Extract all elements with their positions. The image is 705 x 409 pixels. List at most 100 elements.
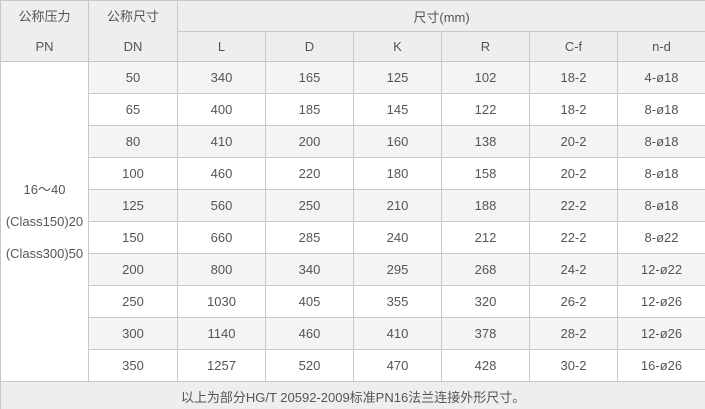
- cell-cf: 18-2: [529, 61, 618, 94]
- cell-r: 138: [441, 125, 530, 158]
- footer-note: 以上为部分HG/T 20592-2009标准PN16法兰连接外形尺寸。: [0, 381, 705, 409]
- cell-nd: 12-ø26: [616, 317, 705, 350]
- cell-cf: 20-2: [529, 157, 618, 190]
- header-nominal-pressure-cn: 公称压力: [18, 8, 71, 24]
- table-row: 350 1257 520 470 428 30-2 16-ø26: [1, 349, 705, 382]
- table-row: 300 1140 460 410 378 28-2 12-ø26: [1, 317, 705, 350]
- cell-l: 410: [177, 125, 266, 158]
- header-row-group: 公称压力 PN 公称尺寸 DN 尺寸(mm): [0, 0, 705, 62]
- cell-k: 240: [353, 221, 442, 254]
- header-col-L: L: [177, 31, 266, 62]
- cell-r: 320: [441, 285, 530, 318]
- cell-d: 520: [265, 349, 354, 382]
- cell-cf: 26-2: [529, 285, 618, 318]
- cell-l: 1030: [177, 285, 266, 318]
- table-row: 80 410 200 160 138 20-2 8-ø18: [1, 125, 705, 158]
- header-row-columns: L D K R C-f n-d: [1, 31, 705, 62]
- cell-cf: 20-2: [529, 125, 618, 158]
- cell-k: 410: [353, 317, 442, 350]
- cell-cf: 30-2: [529, 349, 618, 382]
- header-col-Cf: C-f: [529, 31, 618, 62]
- header-nominal-size-dn: DN: [123, 38, 143, 54]
- table-row: 16～40 (Class150)20 (Class300)50 50 340 1…: [0, 61, 705, 382]
- cell-l: 800: [177, 253, 266, 286]
- header-col-R: R: [441, 31, 530, 62]
- pressure-class150: (Class150)20: [5, 213, 84, 229]
- header-col-D: D: [265, 31, 354, 62]
- cell-nd: 16-ø26: [616, 349, 705, 382]
- cell-r: 188: [441, 189, 530, 222]
- cell-l: 560: [177, 189, 266, 222]
- cell-l: 340: [177, 61, 266, 94]
- cell-nd: 8-ø18: [616, 157, 705, 190]
- header-nominal-pressure-pn: PN: [35, 38, 54, 54]
- header-nominal-pressure: 公称压力 PN: [0, 0, 89, 62]
- table-row: 200 800 340 295 268 24-2 12-ø22: [1, 253, 705, 286]
- cell-d: 285: [265, 221, 354, 254]
- cell-r: 378: [441, 317, 530, 350]
- cell-l: 1257: [177, 349, 266, 382]
- pressure-class300: (Class300)50: [5, 245, 84, 261]
- cell-dn: 150: [88, 221, 178, 254]
- cell-d: 165: [265, 61, 354, 94]
- cell-dn: 50: [88, 61, 178, 94]
- cell-nd: 12-ø22: [616, 253, 705, 286]
- cell-l: 400: [177, 93, 266, 126]
- cell-d: 340: [265, 253, 354, 286]
- cell-dn: 100: [88, 157, 178, 190]
- cell-k: 180: [353, 157, 442, 190]
- cell-k: 355: [353, 285, 442, 318]
- header-dimensions-group: 尺寸(mm): [176, 0, 705, 32]
- cell-nd: 8-ø18: [616, 125, 705, 158]
- cell-nd: 8-ø18: [616, 189, 705, 222]
- cell-d: 200: [265, 125, 354, 158]
- table-row: 125 560 250 210 188 22-2 8-ø18: [1, 189, 705, 222]
- cell-k: 125: [353, 61, 442, 94]
- table-row: 100 460 220 180 158 20-2 8-ø18: [1, 157, 705, 190]
- header-col-nd: n-d: [616, 31, 705, 62]
- cell-k: 210: [353, 189, 442, 222]
- cell-dn: 65: [88, 93, 178, 126]
- cell-cf: 24-2: [529, 253, 618, 286]
- pressure-value-cell: 16～40 (Class150)20 (Class300)50: [0, 61, 89, 382]
- cell-k: 145: [353, 93, 442, 126]
- cell-d: 220: [265, 157, 354, 190]
- cell-k: 470: [353, 349, 442, 382]
- cell-cf: 28-2: [529, 317, 618, 350]
- cell-dn: 125: [88, 189, 178, 222]
- cell-r: 428: [441, 349, 530, 382]
- cell-dn: 80: [88, 125, 178, 158]
- header-col-K: K: [353, 31, 442, 62]
- cell-r: 122: [441, 93, 530, 126]
- table-row: 65 400 185 145 122 18-2 8-ø18: [1, 93, 705, 126]
- cell-dn: 250: [88, 285, 178, 318]
- cell-nd: 8-ø18: [616, 93, 705, 126]
- cell-r: 158: [441, 157, 530, 190]
- cell-k: 160: [353, 125, 442, 158]
- cell-cf: 22-2: [529, 221, 618, 254]
- table-row: 250 1030 405 355 320 26-2 12-ø26: [1, 285, 705, 318]
- header-nominal-size-cn: 公称尺寸: [106, 8, 159, 24]
- cell-dn: 350: [88, 349, 178, 382]
- cell-nd: 12-ø26: [616, 285, 705, 318]
- cell-d: 185: [265, 93, 354, 126]
- cell-r: 212: [441, 221, 530, 254]
- cell-d: 460: [265, 317, 354, 350]
- cell-dn: 300: [88, 317, 178, 350]
- cell-l: 460: [177, 157, 266, 190]
- table-row: 150 660 285 240 212 22-2 8-ø22: [1, 221, 705, 254]
- cell-l: 660: [177, 221, 266, 254]
- cell-d: 405: [265, 285, 354, 318]
- cell-l: 1140: [177, 317, 266, 350]
- cell-cf: 18-2: [529, 93, 618, 126]
- cell-nd: 8-ø22: [616, 221, 705, 254]
- cell-cf: 22-2: [529, 189, 618, 222]
- footer-row: 以上为部分HG/T 20592-2009标准PN16法兰连接外形尺寸。: [0, 381, 705, 409]
- cell-nd: 4-ø18: [616, 61, 705, 94]
- header-nominal-size: 公称尺寸 DN: [88, 0, 178, 62]
- cell-d: 250: [265, 189, 354, 222]
- cell-dn: 200: [88, 253, 178, 286]
- pressure-range: 16～40: [23, 181, 66, 197]
